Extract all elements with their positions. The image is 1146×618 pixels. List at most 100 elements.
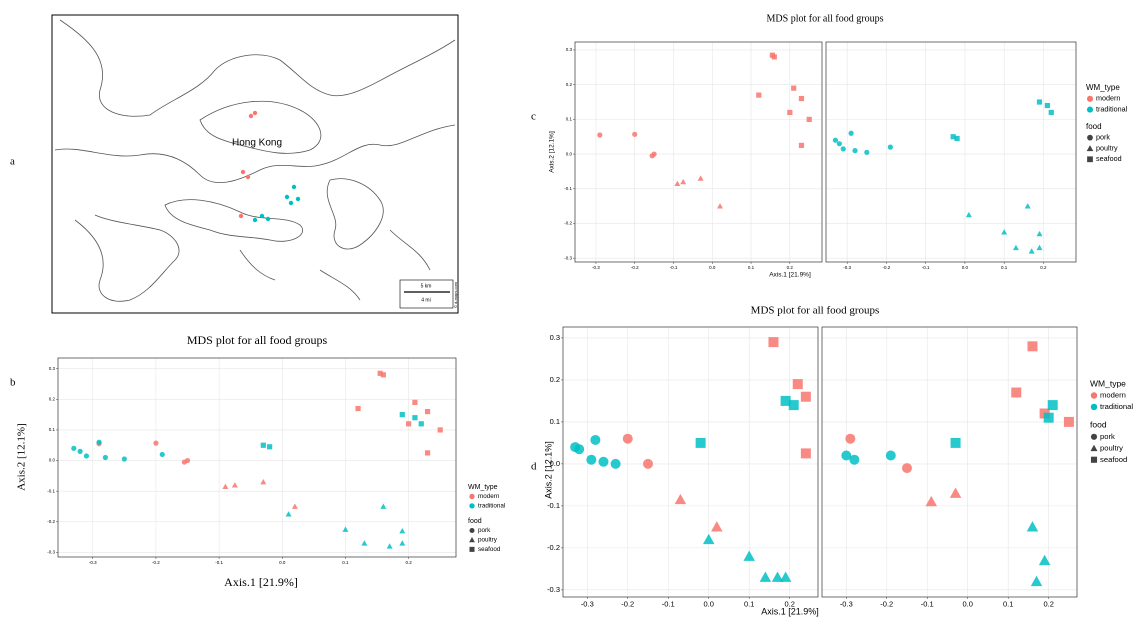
point (791, 85, 797, 91)
point (597, 132, 603, 138)
panel-label: d (531, 461, 537, 473)
legend-key (1087, 134, 1093, 141)
y-tick-label: 0.3 (550, 333, 560, 342)
sample-sites (238, 110, 301, 223)
point (412, 399, 418, 405)
point (949, 487, 962, 498)
x-tick-label: 0.0 (709, 265, 716, 270)
x-tick-label: -0.3 (840, 599, 853, 608)
y-tick-label: -0.3 (547, 585, 560, 594)
legend-key (469, 503, 475, 509)
point (950, 134, 956, 140)
point (71, 445, 77, 451)
point (386, 543, 393, 549)
point (285, 511, 292, 517)
x-tick-label: -0.1 (670, 265, 678, 270)
x-tick-label: 0.1 (1001, 265, 1008, 270)
x-axis-label: Axis.1 [21.9%] (769, 272, 811, 279)
point (768, 337, 779, 348)
x-tick-label: -0.1 (662, 599, 675, 608)
point (798, 142, 805, 149)
point (399, 540, 406, 546)
x-tick-label: -0.3 (89, 560, 97, 565)
legend-title: WM_type (1086, 83, 1120, 92)
point (159, 451, 165, 458)
panel-border (821, 326, 1078, 598)
point (222, 483, 229, 489)
map-credit: © d-maps.com (453, 281, 458, 308)
point (1001, 229, 1008, 235)
legend-label: pork (1096, 133, 1110, 142)
panel-label: b (10, 377, 16, 389)
y-tick-label: -0.1 (47, 488, 55, 493)
x-tick-label: 0.2 (784, 599, 794, 608)
legend-label: pork (478, 527, 491, 534)
legend-key (1090, 403, 1098, 411)
point (680, 178, 687, 185)
point (590, 434, 601, 445)
legend-label: modern (478, 493, 500, 500)
point (267, 444, 273, 450)
x-tick-label: 0.2 (787, 265, 794, 270)
y-tick-label: 0.0 (49, 458, 56, 463)
legend-label: seafood (478, 546, 501, 553)
y-tick-label: -0.2 (564, 221, 572, 226)
point (260, 479, 267, 485)
site (284, 194, 290, 200)
y-tick-label: -0.1 (547, 501, 560, 510)
legend-key (1086, 95, 1094, 102)
legend-key (469, 493, 475, 500)
point (800, 391, 811, 402)
x-tick-label: 0.1 (342, 560, 349, 565)
y-tick-label: -0.3 (564, 255, 572, 260)
y-tick-label: 0.1 (566, 117, 573, 122)
point (1012, 244, 1019, 251)
y-tick-label: 0.1 (49, 427, 56, 432)
point (1036, 230, 1043, 237)
y-tick-label: 0.0 (566, 151, 573, 156)
y-axis-label: Axis.2 [12.1%] (543, 441, 553, 499)
x-axis-label: Axis.1 [21.9%] (761, 606, 819, 616)
point (77, 448, 83, 454)
legend-key (1090, 456, 1098, 463)
point (798, 95, 805, 102)
legend-title: food (468, 518, 482, 525)
point (743, 550, 755, 561)
legend-label: seafood (1096, 154, 1122, 163)
point (610, 458, 621, 469)
x-tick-label: 0.0 (279, 560, 286, 565)
legend-key (1086, 145, 1094, 152)
x-tick-label: -0.2 (621, 599, 634, 608)
point (885, 450, 896, 461)
point (674, 493, 687, 505)
point (380, 372, 386, 378)
point (836, 141, 842, 147)
coastline (199, 100, 322, 154)
y-tick-label: 0.1 (550, 417, 560, 426)
legend-label: modern (1100, 390, 1126, 399)
point (121, 456, 127, 462)
site (245, 174, 251, 180)
legend-key (469, 537, 475, 543)
y-tick-label: -0.2 (47, 519, 55, 524)
point (96, 439, 102, 445)
x-tick-label: -0.2 (152, 560, 160, 565)
point (759, 571, 772, 582)
legend-label: poultry (478, 537, 498, 544)
point (377, 370, 383, 376)
point (779, 571, 792, 582)
legend-label: seafood (1100, 455, 1127, 464)
site (252, 217, 258, 223)
panel-border (57, 357, 457, 558)
y-axis-label: Axis.2 [12.1%] (549, 131, 556, 173)
point (574, 444, 585, 455)
point (361, 540, 368, 546)
point (153, 440, 159, 446)
x-tick-label: -0.1 (921, 599, 934, 608)
point (852, 148, 858, 154)
point (1036, 244, 1043, 251)
legend-key (1090, 444, 1098, 452)
site (291, 184, 297, 190)
site (265, 216, 271, 222)
